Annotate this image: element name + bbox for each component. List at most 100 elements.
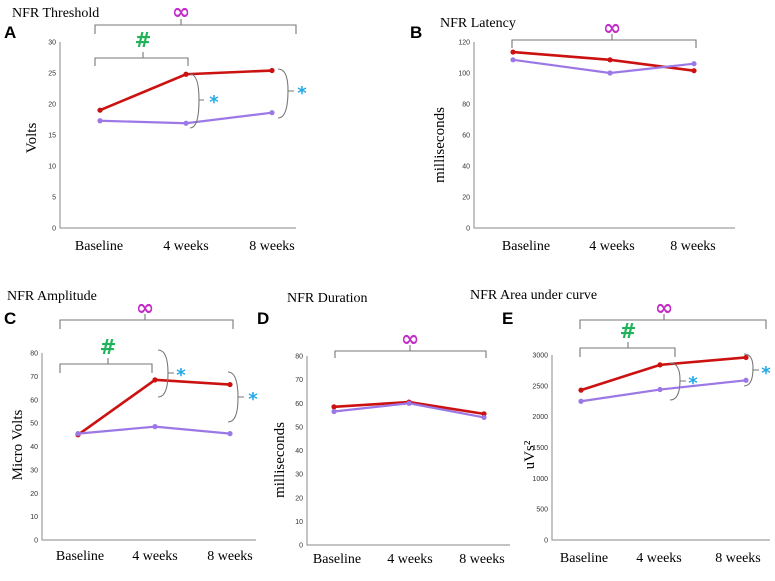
panel-d-xtick-8weeks: 8 weeks (459, 552, 505, 567)
ytick-label: 80 (295, 354, 303, 361)
series-point-red (183, 71, 189, 77)
panel-c-star-bracket-2 (227, 371, 244, 423)
series-point-purple (743, 377, 749, 383)
series-point-purple (269, 110, 275, 116)
panel-e-letter: E (502, 309, 513, 328)
ytick-label: 40 (295, 448, 303, 455)
panel-b-xtick-baseline: Baseline (502, 239, 550, 254)
series-point-red (607, 57, 613, 63)
panel-b-ylabel: milliseconds (432, 107, 448, 183)
series-point-purple (510, 57, 516, 63)
panel-e-ylabel: uVs² (522, 440, 538, 469)
series-point-red (227, 381, 233, 388)
ytick-label: 80 (462, 102, 470, 109)
ytick-label: 0 (544, 538, 548, 545)
ytick-label: 40 (462, 164, 470, 171)
series-point-purple (183, 120, 189, 126)
panel-c-xtick-4weeks: 4 weeks (132, 549, 178, 564)
series-point-red (510, 49, 516, 55)
panel-d: D NFR Duration milliseconds 0 10 20 30 40 50 6… (257, 291, 510, 567)
panel-a-xtick-4weeks: 4 weeks (163, 239, 209, 254)
series-line-purple (512, 58, 695, 75)
panel-d-xtick-4weeks: 4 weeks (387, 552, 433, 567)
panel-c-title: NFR Amplitude (7, 289, 97, 304)
panel-e-infinity-mark: ∞ (655, 296, 673, 321)
panel-b-title: NFR Latency (440, 16, 516, 31)
series-line-red (512, 50, 695, 72)
panel-e: E NFR Area under curve uVs² 0 500 1000 1500… (470, 288, 771, 566)
ytick-label: 20 (295, 495, 303, 502)
panel-a-hash-mark: # (135, 28, 152, 52)
series-line-red (580, 356, 747, 392)
ytick-label: 1000 (532, 476, 548, 483)
series-point-purple (97, 118, 103, 124)
panel-a-infinity-mark: ∞ (172, 0, 190, 25)
panel-a-axes (59, 42, 296, 229)
ytick-label: 10 (48, 164, 56, 171)
series-point-red (97, 107, 103, 113)
series-point-purple (578, 398, 584, 404)
ytick-label: 0 (299, 543, 303, 550)
series-point-purple (331, 408, 337, 415)
panel-e-yticks: 0 500 1000 1500 2000 2500 3000 (532, 353, 548, 545)
series-point-red (331, 404, 337, 410)
panel-b-yticks: 0 20 40 60 80 100 120 (458, 40, 470, 233)
panel-c-axes (41, 353, 256, 541)
ytick-label: 120 (458, 40, 470, 47)
ytick-label: 10 (30, 514, 38, 521)
ytick-label: 60 (295, 401, 303, 408)
series-point-red (578, 387, 584, 393)
ytick-label: 50 (295, 424, 303, 431)
panel-a-infinity-bracket (94, 19, 297, 34)
panel-a-star-mark-2: * (297, 83, 307, 104)
ytick-label: 40 (30, 444, 38, 451)
series-point-red (269, 67, 275, 74)
panel-e-star-mark-1: * (688, 373, 698, 394)
series-point-purple (657, 386, 663, 393)
panel-a-ylabel: Volts (24, 123, 40, 154)
panel-e-xtick-4weeks: 4 weeks (636, 551, 682, 566)
panel-c-infinity-mark: ∞ (136, 296, 154, 321)
ytick-label: 25 (48, 71, 56, 78)
panel-e-infinity-bracket (579, 314, 767, 329)
panel-e-hash-mark: # (620, 319, 637, 343)
ytick-label: 70 (295, 377, 303, 384)
panel-e-xtick-8weeks: 8 weeks (715, 551, 761, 566)
ytick-label: 10 (295, 519, 303, 526)
panel-a-xtick-8weeks: 8 weeks (249, 239, 295, 254)
panel-a-series (97, 67, 275, 126)
panel-e-series (578, 354, 749, 404)
series-point-red (691, 68, 697, 74)
panel-d-yticks: 0 10 20 30 40 50 60 70 80 (295, 354, 303, 550)
panel-a-xtick-baseline: Baseline (75, 239, 123, 254)
panel-e-hash-bracket (579, 342, 676, 357)
panel-e-xtick-baseline: Baseline (560, 551, 608, 566)
ytick-label: 70 (30, 374, 38, 381)
panel-b: B NFR Latency milliseconds 0 20 40 60 80 100 1… (410, 16, 735, 254)
panel-c: C NFR Amplitude Micro Volts 0 10 20 30 40 50 6… (4, 289, 258, 564)
ytick-label: 15 (48, 133, 56, 140)
ytick-label: 500 (536, 507, 548, 514)
panel-c-hash-mark: # (100, 335, 117, 359)
panel-c-infinity-bracket (59, 314, 234, 329)
panel-c-xtick-8weeks: 8 weeks (207, 549, 253, 564)
panel-b-axes (473, 42, 735, 229)
ytick-label: 60 (30, 397, 38, 404)
ytick-label: 0 (52, 226, 56, 233)
panel-d-series (331, 399, 487, 421)
panel-c-hash-bracket (59, 358, 153, 373)
ytick-label: 30 (295, 472, 303, 479)
ytick-label: 20 (30, 491, 38, 498)
panel-d-letter: D (257, 309, 269, 328)
panel-a-star-mark-1: * (209, 92, 219, 113)
series-point-purple (406, 400, 412, 406)
panel-c-star-mark-2: * (248, 389, 258, 410)
panel-b-infinity-bracket (511, 34, 697, 48)
series-point-purple (75, 431, 81, 437)
panel-e-star-bracket-1 (669, 362, 686, 401)
panel-c-star-bracket-1 (157, 349, 174, 398)
panel-a: A NFR Threshold Volts 0 5 10 15 20 25 30 Basel… (4, 0, 307, 254)
ytick-label: 2000 (532, 414, 548, 421)
panel-a-star-bracket-1 (189, 73, 204, 129)
panel-e-axes (551, 355, 770, 541)
